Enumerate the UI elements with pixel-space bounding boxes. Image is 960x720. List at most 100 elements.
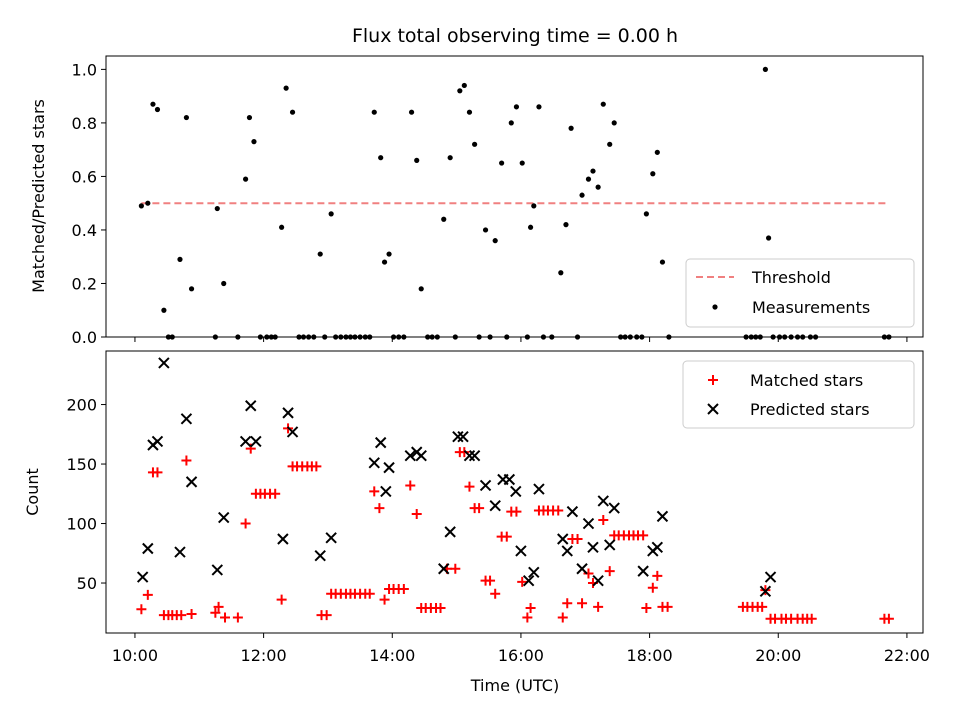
matched-star-point (450, 563, 461, 574)
top-y-tick-label: 0.8 (72, 114, 97, 133)
matched-star-point (572, 534, 583, 544)
measurement-point (447, 155, 453, 161)
measurement-point (317, 251, 323, 257)
bottom-y-axis-label: Count (23, 468, 42, 516)
measurement-point (150, 101, 156, 107)
measurement-point (622, 334, 628, 340)
matched-star-point (583, 568, 594, 579)
measurement-point (343, 334, 349, 340)
measurement-point (627, 334, 633, 340)
measurement-point (618, 334, 624, 340)
measurement-point (457, 88, 463, 94)
predicted-star-point (314, 549, 326, 562)
measurement-point (472, 141, 478, 147)
predicted-star-point (503, 473, 516, 486)
measurement-point (800, 334, 806, 340)
predicted-star-point (656, 510, 669, 523)
measurement-point (306, 334, 312, 340)
measurement-point (138, 203, 144, 209)
bottom-legend-box (682, 360, 915, 429)
predicted-star-point (533, 483, 545, 495)
predicted-star-point (158, 357, 170, 369)
measurement-point (788, 334, 794, 340)
measurement-point (508, 120, 514, 126)
measurement-point (434, 334, 440, 340)
matched-star-point (501, 531, 512, 542)
matched-star-point (517, 576, 528, 587)
predicted-star-point (404, 450, 416, 462)
matched-star-point (311, 461, 322, 472)
measurement-point (770, 334, 776, 340)
measurement-point (338, 334, 344, 340)
matched-star-point (152, 467, 163, 478)
measurement-point (235, 334, 241, 340)
measurement-point (595, 184, 601, 190)
x-axis-label: Time (UTC) (470, 676, 559, 695)
predicted-star-point (468, 450, 481, 462)
predicted-star-point (528, 566, 540, 579)
top-y-tick-label: 1.0 (72, 60, 97, 79)
measurement-point (414, 157, 420, 163)
legend-predicted-label: Predicted stars (750, 400, 870, 419)
matched-star-point (757, 601, 768, 612)
top-y-tick-label: 0.0 (72, 328, 97, 347)
matched-star-point (593, 601, 604, 612)
measurement-point (246, 114, 253, 121)
measurement-point (659, 259, 666, 265)
measurement-point (352, 334, 358, 340)
measurement-point (794, 334, 801, 340)
measurement-point (782, 334, 788, 340)
measurement-point (639, 334, 645, 340)
measurement-point (386, 251, 392, 257)
matched-star-point (240, 518, 251, 529)
predicted-star-point (380, 485, 392, 498)
bottom-x-tick-label: 10:00 (112, 646, 158, 665)
bottom-x-tick-label: 12:00 (241, 646, 287, 665)
matched-star-point (398, 583, 409, 594)
measurement-point (611, 120, 617, 126)
matched-star-point (474, 503, 485, 514)
top-panel-ratio: 0.0 0.2 0.4 0.6 0.8 1.0 Threshold Measurements (72, 55, 924, 347)
matched-star-point (647, 582, 658, 593)
measurement-point (452, 334, 458, 340)
measurement-point (776, 334, 783, 340)
bottom-x-tick-label: 14:00 (369, 646, 415, 665)
legend-threshold-label: Threshold (751, 268, 831, 287)
measurement-point (461, 82, 467, 89)
predicted-star-point (592, 574, 604, 587)
measurement-point (886, 334, 892, 340)
predicted-star-point (582, 517, 595, 530)
matched-star-point (270, 488, 281, 499)
bottom-y-tick-label: 200 (66, 396, 97, 415)
predicted-star-point (383, 461, 395, 474)
matched-star-point (136, 604, 147, 615)
measurement-point (165, 334, 172, 340)
predicted-star-point (325, 532, 337, 544)
predicted-star-point (444, 526, 456, 538)
measurement-point (145, 200, 151, 206)
bottom-y-tick-label: 50 (77, 574, 97, 593)
top-legend-box (685, 258, 915, 328)
matched-star-point (232, 612, 243, 623)
measurement-point (183, 114, 190, 121)
measurement-point (272, 334, 278, 340)
measurement-point (242, 176, 249, 182)
matched-star-point (210, 607, 221, 618)
measurement-point (289, 109, 296, 115)
matched-star-point (276, 594, 287, 605)
matched-star-point (369, 486, 380, 497)
predicted-star-point (452, 430, 464, 443)
matched-star-point (374, 503, 385, 514)
measurement-point (549, 334, 555, 340)
predicted-star-point (637, 565, 649, 577)
measurement-point (654, 149, 660, 155)
measurement-point (362, 334, 368, 340)
measurement-point (762, 66, 768, 72)
predicted-star-point (277, 533, 289, 545)
top-y-tick-label: 0.6 (72, 167, 97, 186)
measurement-point (527, 224, 534, 230)
measurement-point (347, 334, 354, 340)
measurement-point (881, 334, 888, 340)
predicted-star-point (218, 511, 230, 524)
